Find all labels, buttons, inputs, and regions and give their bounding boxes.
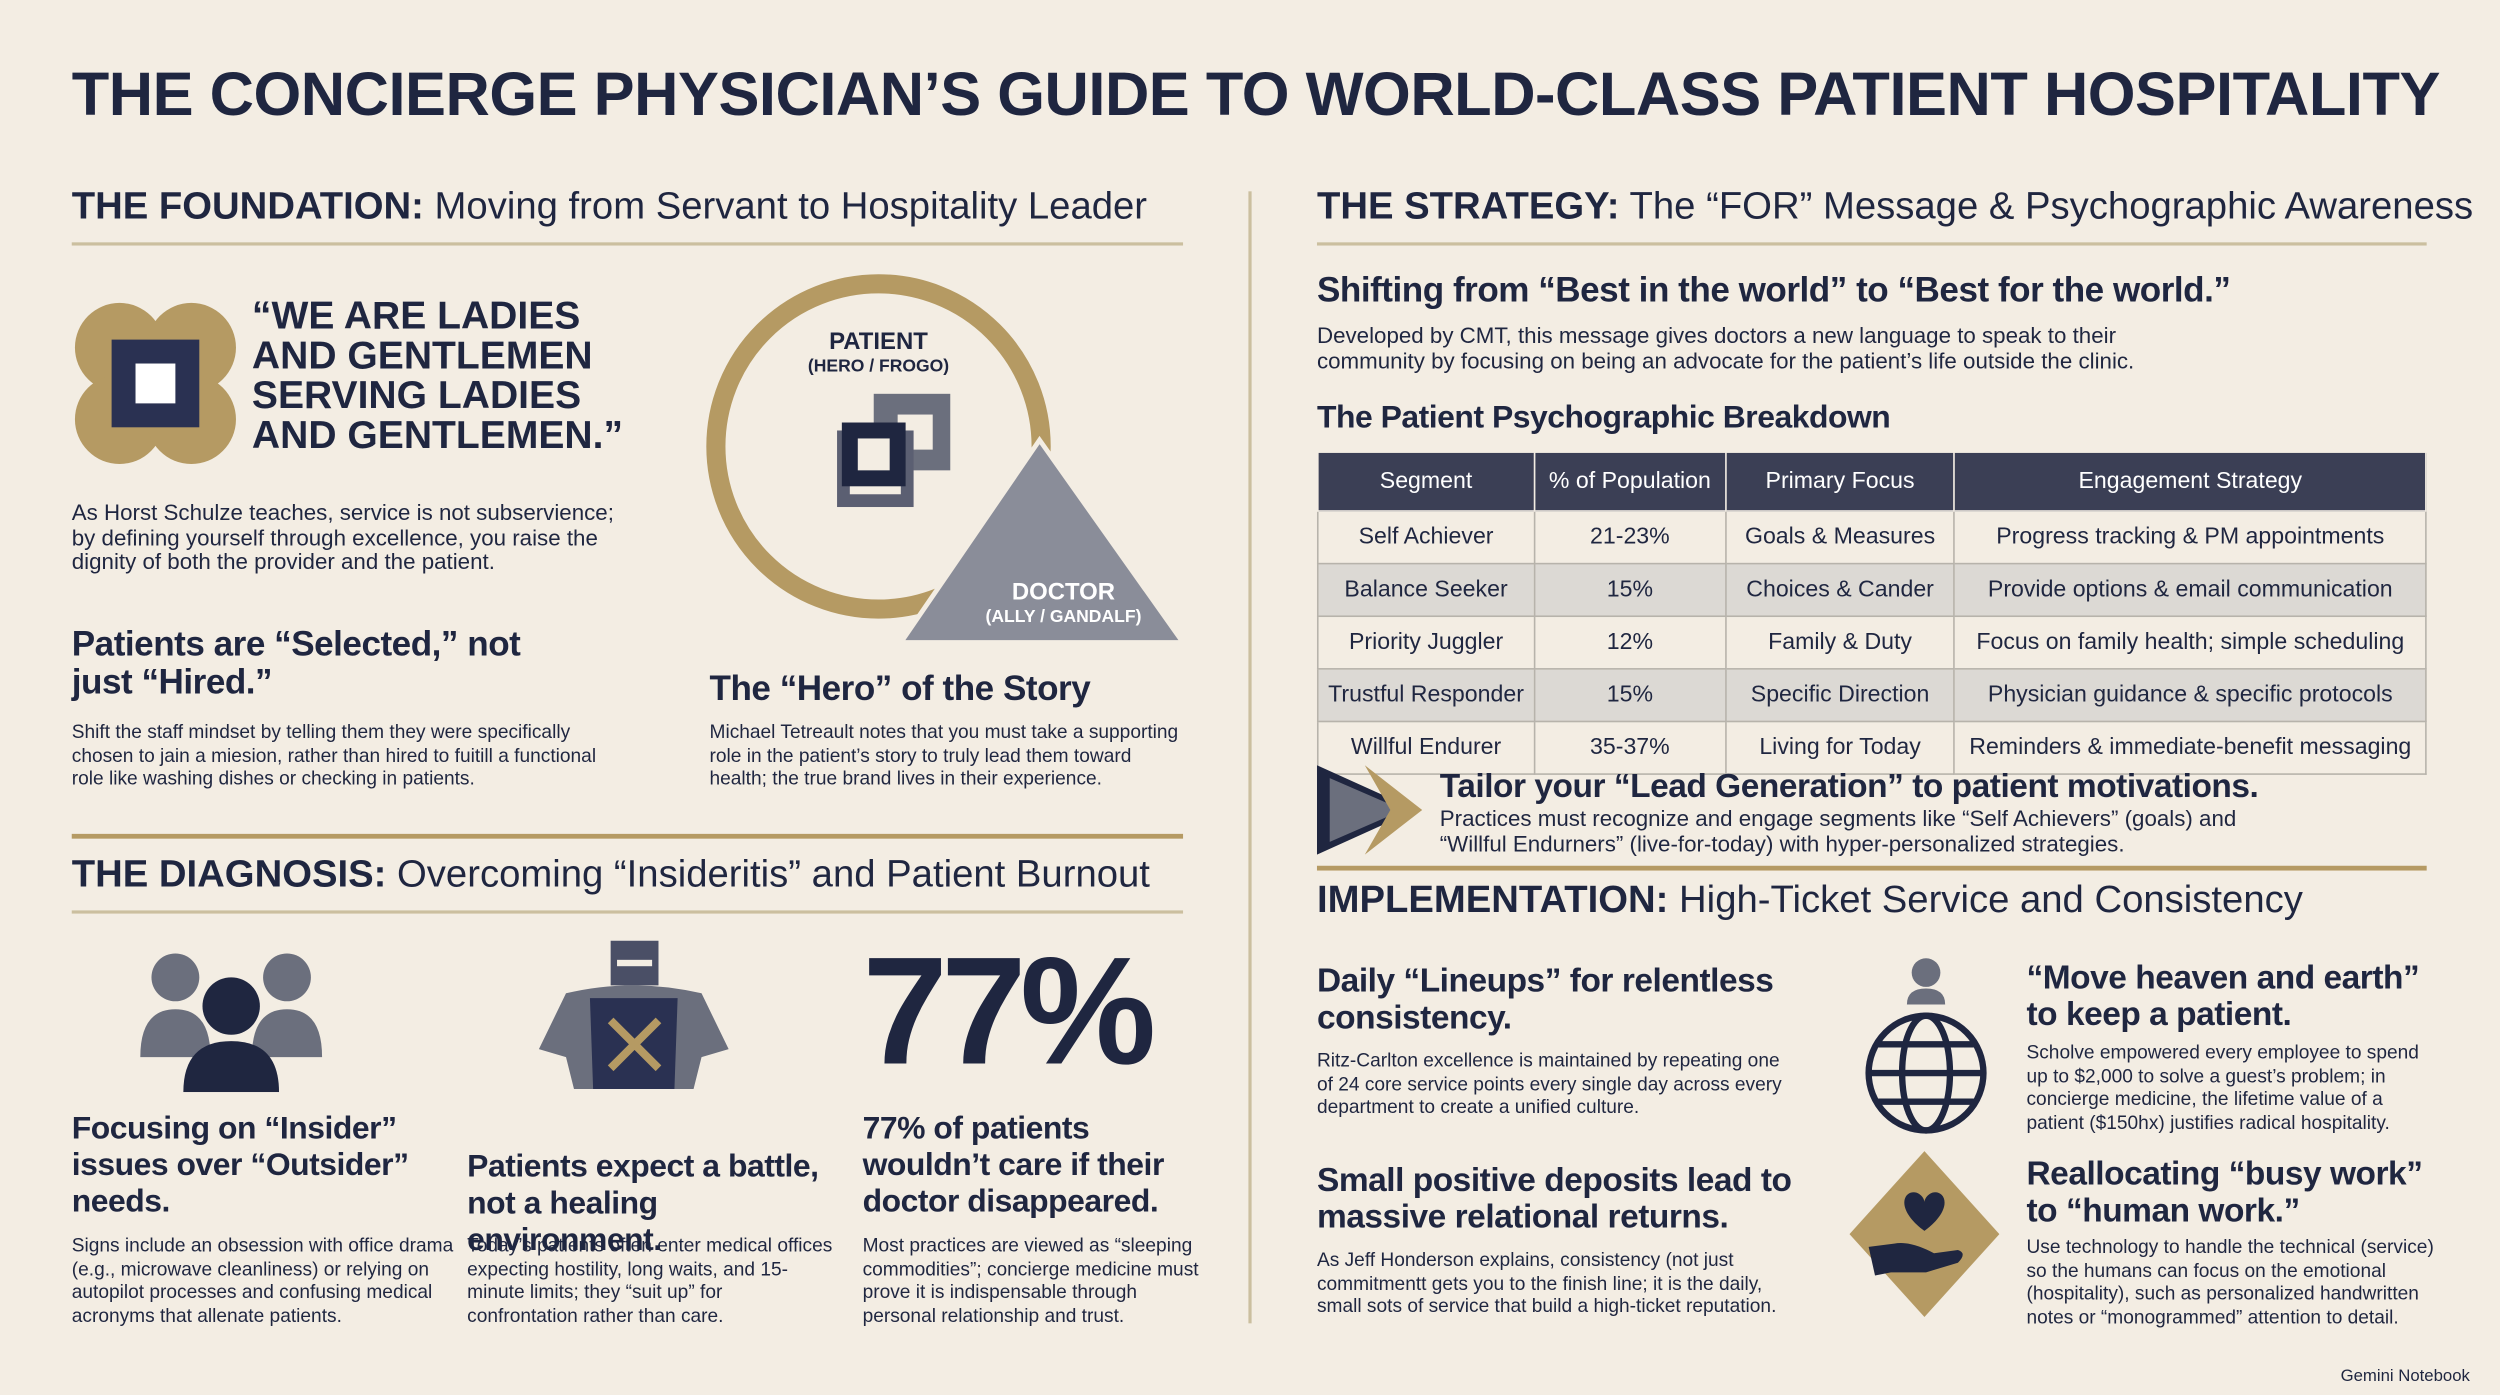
page-title: THE CONCIERGE PHYSICIAN’S GUIDE TO WORLD… bbox=[71, 60, 2441, 130]
stat-number: 77% bbox=[862, 926, 1157, 1097]
table-cell: Reminders & immediate-benefit messaging bbox=[1953, 720, 2427, 775]
table-cell: Balance Seeker bbox=[1316, 562, 1536, 618]
subtitle: 77% of patients wouldn’t care if their d… bbox=[862, 1111, 1165, 1220]
section-heading: IMPLEMENTATION: High-Ticket Service and … bbox=[1317, 879, 2303, 924]
header-cell: Primary Focus bbox=[1724, 451, 1956, 512]
table-cell: 15% bbox=[1533, 562, 1727, 618]
arrow-icon bbox=[1316, 765, 1423, 855]
body-text: Developed by CMT, this message gives doc… bbox=[1316, 322, 2135, 374]
section-heading: THE DIAGNOSIS: Overcoming “Insideritis” … bbox=[72, 853, 1150, 898]
divider bbox=[71, 833, 1184, 838]
table-cell: Physician guidance & specific protocols bbox=[1953, 668, 2427, 723]
table-cell: Self Achiever bbox=[1316, 510, 1536, 565]
heading-bold: IMPLEMENTATION: bbox=[1316, 878, 1669, 922]
subtitle: The “Hero” of the Story bbox=[709, 668, 1091, 708]
table-title: The Patient Psychographic Breakdown bbox=[1316, 400, 1891, 436]
table-row: Trustful Responder 15% Specific Direction P… bbox=[1316, 668, 2427, 723]
people-icon bbox=[140, 953, 323, 1093]
divider bbox=[1316, 865, 2427, 870]
subtitle: Daily “Lineups” for relentless consisten… bbox=[1316, 963, 1774, 1037]
quote-text: As Horst Schulze teaches, service is not… bbox=[71, 499, 614, 574]
table-cell: Choices & Cander bbox=[1724, 562, 1956, 618]
subtitle: Tailor your “Lead Generation” to patient… bbox=[1439, 768, 2259, 806]
table-row: Willful Endurer 35-37% Living for Today Rem… bbox=[1316, 720, 2427, 775]
heading-text: Overcoming “Insideritis” and Patient Bur… bbox=[397, 853, 1150, 897]
doctor-sub: (ALLY / GANDALF) bbox=[985, 607, 1142, 627]
body-text: Signs include an obsession with office d… bbox=[71, 1234, 454, 1326]
header-cell: Engagement Strategy bbox=[1953, 451, 2427, 512]
knight-icon bbox=[538, 940, 729, 1089]
table-cell: 35-37% bbox=[1533, 720, 1727, 775]
subtitle: Small positive deposits lead to massive … bbox=[1316, 1162, 1792, 1236]
body-text: Scholve empowered every employee to spen… bbox=[2026, 1041, 2419, 1133]
table: Segment% of Population Primary Focus Engag… bbox=[1316, 451, 2427, 775]
table-row: Balance Seeker 15% Choices & Cander Provide… bbox=[1316, 562, 2427, 618]
header-cell: Segment bbox=[1316, 451, 1536, 512]
body-text: As Jeff Honderson explains, consistency … bbox=[1316, 1248, 1777, 1317]
table-cell: 15% bbox=[1533, 668, 1727, 723]
subtitle: Reallocating “busy work” to “human work.… bbox=[2026, 1155, 2423, 1230]
table-body: Self Achiever 21-23% Goals & Measures Progr… bbox=[1316, 510, 2427, 775]
heading-text: The “FOR” Message & Psychographic Awaren… bbox=[1629, 184, 2474, 228]
table-cell: 21-23% bbox=[1533, 510, 1727, 565]
patient-sub: (HERO / FROGO) bbox=[807, 357, 950, 377]
subtitle: Shifting from “Best in the world” to “Be… bbox=[1316, 269, 2231, 310]
table-row: Self Achiever 21-23% Goals & Measures Progr… bbox=[1316, 510, 2427, 565]
subtitle: “Move heaven and earth” to keep a patien… bbox=[2026, 959, 2420, 1034]
table-cell: Goals & Measures bbox=[1724, 510, 1956, 565]
subtitle: Patients expect a battle, not a healing … bbox=[467, 1149, 819, 1258]
logo-icon bbox=[74, 302, 236, 464]
body-text: Michael Tetreault notes that you must ta… bbox=[709, 720, 1179, 790]
subtitle: Patients are “Selected,” not just “Hired… bbox=[71, 623, 521, 702]
heading-bold: THE FOUNDATION: bbox=[71, 184, 424, 228]
quote: “WE ARE LADIES AND GENTLEMEN SERVING LAD… bbox=[251, 294, 624, 458]
table-cell: Priority Juggler bbox=[1316, 615, 1536, 670]
table-cell: Trustful Responder bbox=[1316, 668, 1536, 723]
body-text: Shift the staff mindset by telling them … bbox=[71, 720, 597, 790]
globe-icon bbox=[1865, 958, 1987, 1134]
header-row: Segment% of Population Primary Focus Engag… bbox=[1316, 451, 2427, 512]
section-heading: THE FOUNDATION: Moving from Servant to H… bbox=[72, 185, 1147, 230]
divider bbox=[71, 910, 1184, 913]
table-cell: Progress tracking & PM appointments bbox=[1953, 510, 2427, 565]
header-cell: % of Population bbox=[1533, 451, 1727, 512]
body-text: Ritz-Carlton excellence is maintained by… bbox=[1316, 1049, 1782, 1118]
doctor-label: DOCTOR bbox=[1011, 578, 1116, 606]
table-row: Priority Juggler 12% Family & Duty Focus on… bbox=[1316, 615, 2427, 670]
body-text: Today’s patients often enter medical off… bbox=[467, 1234, 833, 1326]
table-cell: Specific Direction bbox=[1724, 668, 1956, 723]
heading-bold: THE STRATEGY: bbox=[1316, 184, 1620, 228]
table-cell: Willful Endurer bbox=[1316, 720, 1536, 775]
column-divider bbox=[1248, 191, 1251, 1324]
body-text: Practices must recognize and engage segm… bbox=[1439, 805, 2237, 856]
body-text: Most practices are viewed as “sleeping c… bbox=[862, 1234, 1199, 1326]
table-wrap: Segment% of Population Primary Focus Engag… bbox=[1316, 451, 2427, 775]
table-cell: 12% bbox=[1533, 615, 1727, 670]
table-cell: Living for Today bbox=[1724, 720, 1956, 775]
heading-text: Moving from Servant to Hospitality Leade… bbox=[434, 184, 1148, 228]
footer: Gemini Notebook bbox=[2340, 1366, 2470, 1386]
table-cell: Provide options & email communication bbox=[1953, 562, 2427, 618]
table-cell: Focus on family health; simple schedulin… bbox=[1953, 615, 2427, 670]
table-cell: Family & Duty bbox=[1724, 615, 1956, 670]
divider bbox=[1316, 242, 2427, 245]
divider bbox=[71, 242, 1184, 245]
heading-bold: THE DIAGNOSIS: bbox=[71, 853, 387, 897]
patient-label: PATIENT bbox=[829, 328, 928, 356]
subtitle: Focusing on “Insider” issues over “Outsi… bbox=[71, 1111, 409, 1220]
body-text: Use technology to handle the technical (… bbox=[2026, 1235, 2434, 1328]
heart-hand-icon bbox=[1849, 1151, 2000, 1317]
hero-diagram bbox=[706, 274, 1188, 645]
section-heading: THE STRATEGY: The “FOR” Message & Psycho… bbox=[1317, 185, 2473, 230]
heading-text: High-Ticket Service and Consistency bbox=[1679, 878, 2303, 922]
